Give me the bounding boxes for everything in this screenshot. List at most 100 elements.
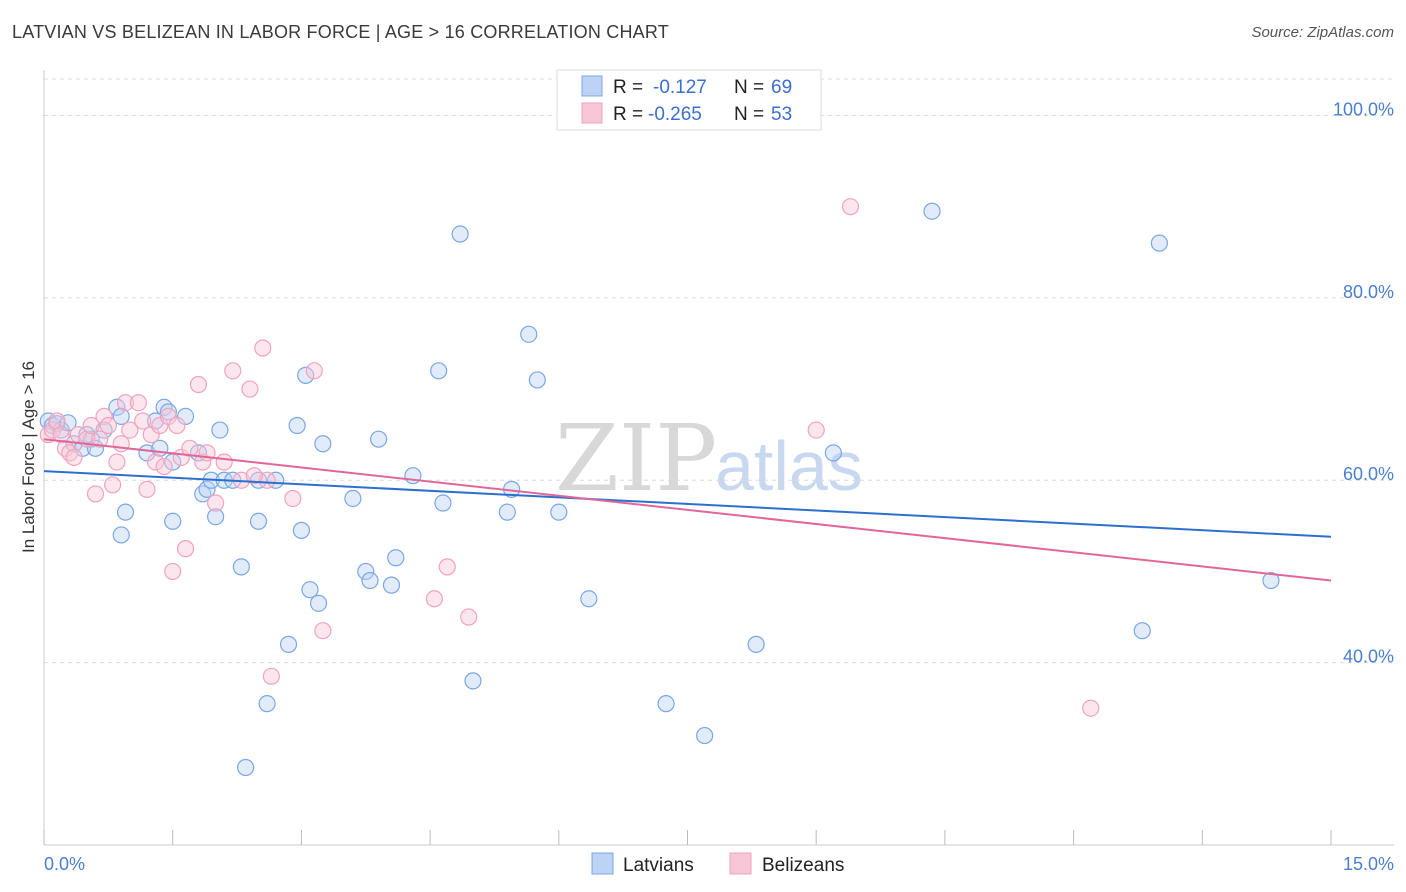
series-legend: Latvians Belizeans	[591, 852, 844, 876]
legend-n-value-1: 69	[771, 77, 792, 98]
belizean-point-50	[91, 430, 109, 448]
latvian-point-12	[116, 503, 135, 521]
belizean-point-44	[438, 558, 456, 576]
legend-swatch-latvians	[581, 75, 603, 97]
belizean-point-3	[52, 426, 70, 444]
stats-legend: R = -0.127 N = 69 R = -0.265 N = 53	[556, 69, 822, 131]
belizean-trend-line	[43, 438, 1332, 582]
chart-title: LATVIAN VS BELIZEAN IN LABOR FORCE | AGE…	[12, 22, 669, 42]
belizean-point-33	[215, 453, 233, 471]
belizean-point-22	[151, 416, 169, 435]
latvian-point-19	[164, 512, 182, 530]
latvian-point-40	[314, 435, 332, 453]
belizean-point-24	[159, 407, 178, 426]
belizean-point-15	[116, 394, 135, 412]
latvian-point-25	[211, 421, 229, 439]
y-tick-label-3: 40.0%	[1343, 647, 1394, 667]
latvian-point-13	[112, 526, 130, 544]
belizean-point-39	[262, 667, 280, 685]
latvian-point-56	[550, 503, 568, 521]
latvian-point-68	[207, 508, 225, 526]
latvian-point-28	[232, 558, 250, 576]
latvian-point-54	[520, 325, 538, 343]
latvian-point-23	[198, 480, 216, 498]
belizean-point-32	[207, 494, 225, 512]
latvian-point-57	[580, 590, 598, 608]
latvian-point-39	[309, 594, 328, 612]
y-tick-label-1: 80.0%	[1343, 282, 1394, 302]
latvian-point-58	[657, 695, 675, 713]
latvian-point-64	[1150, 234, 1169, 252]
latvian-point-14	[138, 444, 156, 462]
latvian-point-49	[434, 494, 452, 512]
series-label-belizeans: Belizeans	[762, 855, 844, 876]
latvian-point-65	[1262, 571, 1280, 590]
latvian-point-45	[382, 576, 401, 594]
latvian-point-46	[387, 549, 405, 567]
data-points	[39, 198, 1280, 777]
latvian-point-62	[923, 202, 941, 220]
belizean-point-13	[108, 453, 126, 471]
latvian-point-44	[370, 430, 388, 448]
belizean-point-47	[841, 198, 860, 216]
belizean-point-27	[176, 540, 195, 558]
belizean-point-11	[99, 416, 117, 435]
belizean-point-17	[129, 394, 147, 412]
legend-n-value-2: 53	[771, 104, 792, 125]
series-swatch-belizeans	[729, 852, 752, 875]
latvian-point-61	[824, 444, 842, 462]
belizean-point-37	[254, 339, 272, 357]
latvian-point-17	[159, 403, 178, 421]
legend-n-label-1: N =	[734, 77, 764, 98]
latvian-point-60	[747, 635, 765, 653]
latvian-point-32	[258, 695, 276, 713]
latvian-point-34	[279, 635, 298, 653]
belizean-point-10	[95, 407, 113, 426]
latvian-point-48	[430, 362, 448, 380]
belizean-point-1	[43, 421, 62, 439]
belizean-point-23	[155, 457, 173, 476]
trend-lines	[43, 438, 1332, 582]
belizean-point-41	[305, 362, 323, 380]
watermark-atlas: atlas	[715, 427, 863, 505]
belizean-point-34	[224, 362, 242, 380]
belizean-point-18	[134, 412, 152, 430]
belizean-point-9	[86, 485, 105, 503]
x-tick-label-left: 0.0%	[44, 854, 85, 874]
latvian-point-11	[112, 407, 130, 426]
belizean-point-29	[189, 375, 208, 394]
latvian-point-35	[288, 416, 306, 435]
belizean-point-25	[164, 562, 182, 581]
belizean-point-14	[112, 435, 130, 453]
legend-swatch-belizeans	[581, 102, 603, 124]
latvian-point-42	[357, 562, 375, 581]
belizean-point-20	[142, 426, 160, 444]
source-credit: Source: ZipAtlas.com	[1251, 24, 1394, 41]
latvian-point-55	[528, 371, 546, 389]
x-axis-ticks	[43, 830, 1332, 845]
latvian-point-37	[297, 366, 315, 384]
belizean-point-40	[284, 489, 302, 508]
legend-n-label-2: N =	[734, 104, 764, 125]
legend-r-label-2: R =	[613, 104, 643, 125]
latvian-point-38	[301, 581, 319, 599]
y-axis-title: In Labor Force | Age > 16	[19, 361, 38, 553]
latvian-point-59	[696, 726, 714, 745]
latvian-point-10	[108, 398, 126, 416]
latvian-point-63	[1133, 622, 1151, 640]
belizean-point-8	[82, 416, 100, 435]
belizean-point-46	[807, 421, 825, 439]
y-tick-labels: 100.0% 80.0% 60.0% 40.0%	[1333, 99, 1394, 666]
belizean-point-12	[104, 476, 122, 494]
latvian-point-50	[451, 225, 469, 243]
latvian-trend-line	[43, 470, 1332, 538]
y-tick-label-0: 100.0%	[1333, 99, 1394, 119]
latvian-point-43	[361, 571, 379, 590]
y-tick-label-2: 60.0%	[1343, 464, 1394, 484]
belizean-point-21	[146, 453, 165, 471]
belizean-point-43	[425, 590, 443, 608]
belizean-point-42	[314, 622, 332, 640]
series-label-latvians: Latvians	[623, 855, 694, 876]
belizean-point-52	[245, 467, 263, 485]
